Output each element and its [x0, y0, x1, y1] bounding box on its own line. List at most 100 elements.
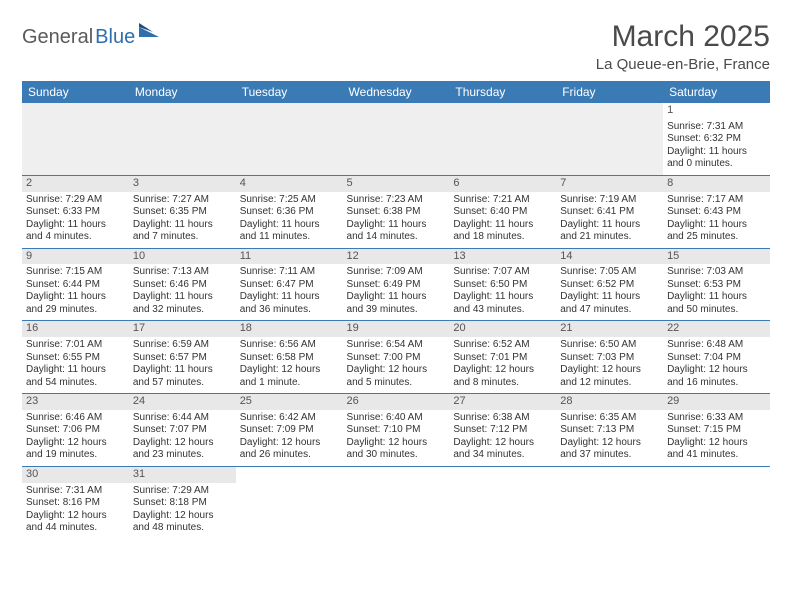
daylight-line: and 8 minutes. [453, 377, 552, 390]
daylight-line: Daylight: 12 hours [560, 364, 659, 377]
sunrise-line: Sunrise: 7:11 AM [240, 266, 339, 279]
daylight-line: and 44 minutes. [26, 522, 125, 535]
calendar-cell [129, 103, 236, 175]
sunset-line: Sunset: 7:12 PM [453, 424, 552, 437]
daylight-line: Daylight: 12 hours [347, 437, 446, 450]
sunset-line: Sunset: 6:40 PM [453, 206, 552, 219]
day-number: 13 [449, 249, 556, 265]
daylight-line: and 21 minutes. [560, 231, 659, 244]
calendar-cell [556, 103, 663, 175]
calendar-body: 1Sunrise: 7:31 AMSunset: 6:32 PMDaylight… [22, 103, 770, 539]
daylight-line: and 57 minutes. [133, 377, 232, 390]
day-number: 23 [22, 394, 129, 410]
sunrise-line: Sunrise: 7:23 AM [347, 194, 446, 207]
sunrise-line: Sunrise: 7:27 AM [133, 194, 232, 207]
calendar-cell [663, 466, 770, 538]
daylight-line: and 0 minutes. [667, 158, 766, 171]
day-number: 12 [343, 249, 450, 265]
daylight-line: and 29 minutes. [26, 304, 125, 317]
day-number: 22 [663, 321, 770, 337]
day-header: Saturday [663, 81, 770, 103]
day-number: 31 [129, 467, 236, 483]
sunset-line: Sunset: 7:04 PM [667, 352, 766, 365]
sunset-line: Sunset: 6:58 PM [240, 352, 339, 365]
sunrise-line: Sunrise: 6:50 AM [560, 339, 659, 352]
daylight-line: Daylight: 11 hours [560, 219, 659, 232]
day-number: 6 [449, 176, 556, 192]
calendar-cell: 30Sunrise: 7:31 AMSunset: 8:16 PMDayligh… [22, 466, 129, 538]
sunset-line: Sunset: 7:07 PM [133, 424, 232, 437]
sunset-line: Sunset: 6:36 PM [240, 206, 339, 219]
day-header: Tuesday [236, 81, 343, 103]
daylight-line: and 26 minutes. [240, 449, 339, 462]
calendar-cell [236, 466, 343, 538]
title-block: March 2025 [612, 20, 770, 54]
daylight-line: and 48 minutes. [133, 522, 232, 535]
sunset-line: Sunset: 7:00 PM [347, 352, 446, 365]
sunrise-line: Sunrise: 6:46 AM [26, 412, 125, 425]
sunrise-line: Sunrise: 6:52 AM [453, 339, 552, 352]
sunrise-line: Sunrise: 6:40 AM [347, 412, 446, 425]
daylight-line: Daylight: 12 hours [453, 437, 552, 450]
daylight-line: and 41 minutes. [667, 449, 766, 462]
sunrise-line: Sunrise: 6:42 AM [240, 412, 339, 425]
daylight-line: and 1 minute. [240, 377, 339, 390]
logo: GeneralBlue [22, 20, 161, 49]
calendar-cell: 26Sunrise: 6:40 AMSunset: 7:10 PMDayligh… [343, 394, 450, 467]
calendar-cell: 16Sunrise: 7:01 AMSunset: 6:55 PMDayligh… [22, 321, 129, 394]
sunset-line: Sunset: 6:43 PM [667, 206, 766, 219]
calendar-cell: 13Sunrise: 7:07 AMSunset: 6:50 PMDayligh… [449, 248, 556, 321]
daylight-line: and 30 minutes. [347, 449, 446, 462]
sunrise-line: Sunrise: 6:35 AM [560, 412, 659, 425]
day-number: 29 [663, 394, 770, 410]
daylight-line: and 19 minutes. [26, 449, 125, 462]
daylight-line: and 18 minutes. [453, 231, 552, 244]
calendar-cell: 11Sunrise: 7:11 AMSunset: 6:47 PMDayligh… [236, 248, 343, 321]
sunrise-line: Sunrise: 7:03 AM [667, 266, 766, 279]
sunrise-line: Sunrise: 6:33 AM [667, 412, 766, 425]
daylight-line: and 25 minutes. [667, 231, 766, 244]
daylight-line: Daylight: 11 hours [133, 219, 232, 232]
calendar-row: 30Sunrise: 7:31 AMSunset: 8:16 PMDayligh… [22, 466, 770, 538]
day-number: 18 [236, 321, 343, 337]
sunset-line: Sunset: 6:46 PM [133, 279, 232, 292]
sunrise-line: Sunrise: 7:07 AM [453, 266, 552, 279]
daylight-line: Daylight: 12 hours [667, 437, 766, 450]
sunrise-line: Sunrise: 7:09 AM [347, 266, 446, 279]
daylight-line: and 7 minutes. [133, 231, 232, 244]
page: GeneralBlue March 2025 La Queue-en-Brie,… [0, 0, 792, 559]
sunrise-line: Sunrise: 7:31 AM [667, 121, 766, 134]
calendar-cell: 1Sunrise: 7:31 AMSunset: 6:32 PMDaylight… [663, 103, 770, 175]
calendar-cell: 31Sunrise: 7:29 AMSunset: 8:18 PMDayligh… [129, 466, 236, 538]
sunset-line: Sunset: 6:49 PM [347, 279, 446, 292]
daylight-line: Daylight: 11 hours [240, 219, 339, 232]
calendar-cell: 5Sunrise: 7:23 AMSunset: 6:38 PMDaylight… [343, 175, 450, 248]
logo-flag-icon [139, 23, 161, 44]
calendar-cell [449, 466, 556, 538]
daylight-line: Daylight: 11 hours [667, 146, 766, 159]
day-number: 9 [22, 249, 129, 265]
sunset-line: Sunset: 7:13 PM [560, 424, 659, 437]
daylight-line: Daylight: 11 hours [560, 291, 659, 304]
daylight-line: and 54 minutes. [26, 377, 125, 390]
daylight-line: Daylight: 12 hours [240, 437, 339, 450]
calendar-cell: 3Sunrise: 7:27 AMSunset: 6:35 PMDaylight… [129, 175, 236, 248]
day-number: 26 [343, 394, 450, 410]
sunrise-line: Sunrise: 7:17 AM [667, 194, 766, 207]
sunset-line: Sunset: 6:57 PM [133, 352, 232, 365]
calendar-table: Sunday Monday Tuesday Wednesday Thursday… [22, 81, 770, 539]
sunrise-line: Sunrise: 6:59 AM [133, 339, 232, 352]
day-header: Monday [129, 81, 236, 103]
day-number: 30 [22, 467, 129, 483]
sunset-line: Sunset: 7:03 PM [560, 352, 659, 365]
calendar-cell: 24Sunrise: 6:44 AMSunset: 7:07 PMDayligh… [129, 394, 236, 467]
sunset-line: Sunset: 6:33 PM [26, 206, 125, 219]
sunrise-line: Sunrise: 7:13 AM [133, 266, 232, 279]
daylight-line: Daylight: 12 hours [133, 510, 232, 523]
calendar-cell [22, 103, 129, 175]
daylight-line: Daylight: 12 hours [667, 364, 766, 377]
sunset-line: Sunset: 6:53 PM [667, 279, 766, 292]
sunset-line: Sunset: 6:47 PM [240, 279, 339, 292]
sunset-line: Sunset: 6:32 PM [667, 133, 766, 146]
calendar-cell: 27Sunrise: 6:38 AMSunset: 7:12 PMDayligh… [449, 394, 556, 467]
